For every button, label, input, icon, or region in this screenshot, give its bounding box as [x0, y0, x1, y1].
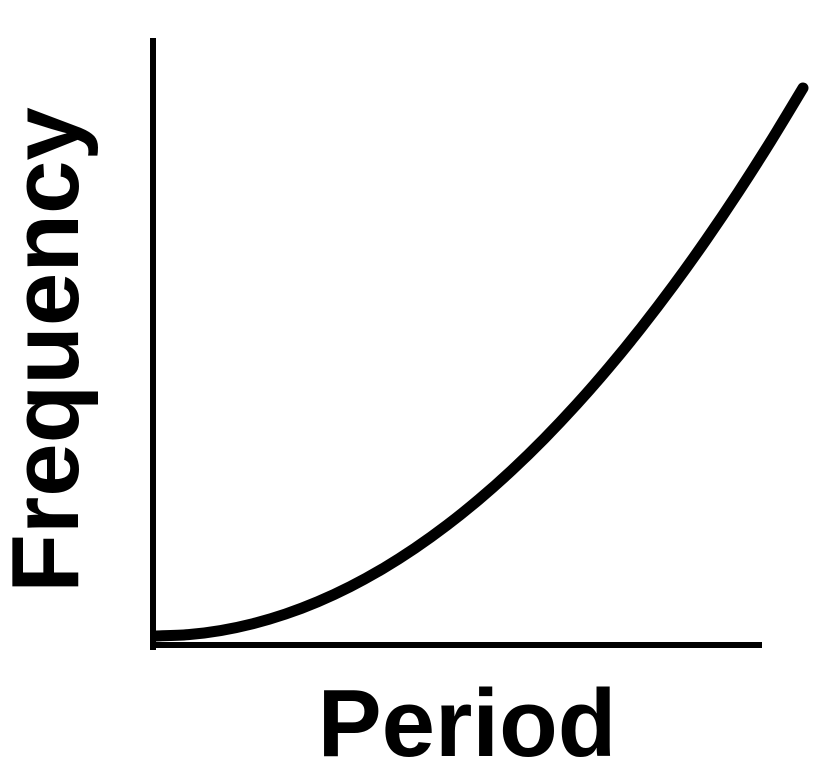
series-line-0	[150, 82, 809, 642]
x-axis-title: Period	[318, 670, 617, 774]
y-axis-title: Frequency	[0, 107, 99, 592]
series-layer	[150, 82, 809, 642]
